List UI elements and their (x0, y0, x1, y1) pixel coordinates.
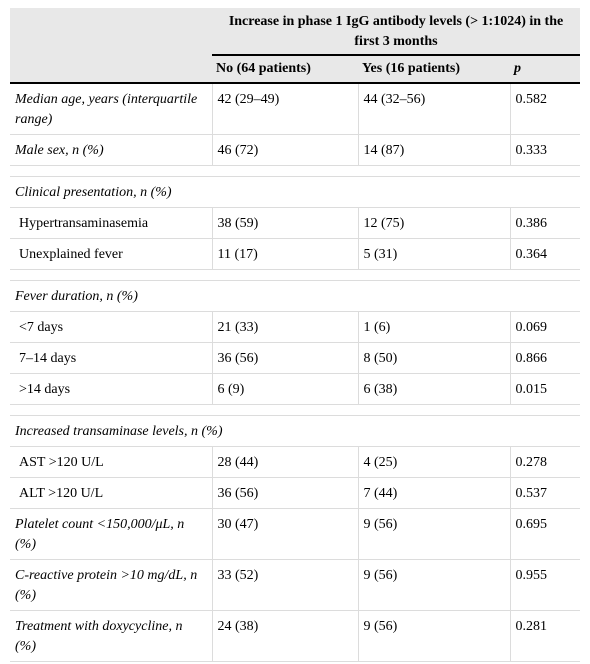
cell-no: 46 (72) (212, 134, 359, 166)
header-blank-2 (10, 55, 212, 84)
row-label: Platelet count <150,000/μL, n (%) (10, 508, 213, 560)
row-label: Hypertransaminasemia (10, 207, 213, 239)
cell-p: 0.386 (510, 207, 581, 239)
cell-yes: 1 (6) (358, 311, 511, 343)
row-label: Treatment with doxycycline, n (%) (10, 610, 213, 662)
row-label: C-reactive protein >10 mg/dL, n (%) (10, 559, 213, 611)
cell-yes: 9 (56) (358, 559, 511, 611)
results-table-container: Increase in phase 1 IgG antibody levels … (10, 8, 581, 662)
cell-p: 0.695 (510, 508, 581, 560)
cell-yes: 14 (87) (358, 134, 511, 166)
spacer-row (10, 269, 581, 281)
table-row: Platelet count <150,000/μL, n (%) 30 (47… (10, 508, 581, 560)
table-row: Median age, years (interquartile range) … (10, 83, 581, 135)
row-label: 7–14 days (10, 342, 213, 374)
cell-yes: 7 (44) (358, 477, 511, 509)
cell-p: 0.278 (510, 446, 581, 478)
cell-p: 0.537 (510, 477, 581, 509)
table-row: Hypertransaminasemia 38 (59) 12 (75) 0.3… (10, 207, 581, 239)
row-label: Median age, years (interquartile range) (10, 83, 213, 135)
cell-yes: 5 (31) (358, 238, 511, 270)
cell-yes: 6 (38) (358, 373, 511, 405)
table-body: Median age, years (interquartile range) … (10, 83, 581, 662)
cell-no: 38 (59) (212, 207, 359, 239)
section-label: Clinical presentation, n (%) (10, 176, 581, 208)
header-group-label: Increase in phase 1 IgG antibody levels … (212, 8, 581, 56)
cell-no: 24 (38) (212, 610, 359, 662)
row-label: <7 days (10, 311, 213, 343)
table-row: Treatment with doxycycline, n (%) 24 (38… (10, 610, 581, 662)
spacer-row (10, 404, 581, 416)
spacer-row (10, 165, 581, 177)
section-label: Increased transaminase levels, n (%) (10, 415, 581, 447)
cell-no: 36 (56) (212, 477, 359, 509)
header-col-p: p (510, 55, 581, 84)
cell-no: 33 (52) (212, 559, 359, 611)
table-row: C-reactive protein >10 mg/dL, n (%) 33 (… (10, 559, 581, 611)
table-row: 7–14 days 36 (56) 8 (50) 0.866 (10, 342, 581, 374)
table-row: <7 days 21 (33) 1 (6) 0.069 (10, 311, 581, 343)
row-label: Male sex, n (%) (10, 134, 213, 166)
cell-yes: 4 (25) (358, 446, 511, 478)
section-label: Fever duration, n (%) (10, 280, 581, 312)
cell-yes: 44 (32–56) (358, 83, 511, 135)
cell-p: 0.069 (510, 311, 581, 343)
cell-no: 36 (56) (212, 342, 359, 374)
cell-no: 6 (9) (212, 373, 359, 405)
cell-no: 21 (33) (212, 311, 359, 343)
results-table: Increase in phase 1 IgG antibody levels … (10, 8, 581, 662)
cell-p: 0.866 (510, 342, 581, 374)
cell-yes: 9 (56) (358, 610, 511, 662)
row-label: ALT >120 U/L (10, 477, 213, 509)
section-row: Clinical presentation, n (%) (10, 176, 581, 208)
section-row: Fever duration, n (%) (10, 280, 581, 312)
cell-p: 0.364 (510, 238, 581, 270)
cell-no: 42 (29–49) (212, 83, 359, 135)
cell-yes: 12 (75) (358, 207, 511, 239)
cell-no: 11 (17) (212, 238, 359, 270)
cell-p: 0.582 (510, 83, 581, 135)
row-label: Unexplained fever (10, 238, 213, 270)
table-row: AST >120 U/L 28 (44) 4 (25) 0.278 (10, 446, 581, 478)
cell-no: 28 (44) (212, 446, 359, 478)
cell-p: 0.015 (510, 373, 581, 405)
header-blank (10, 8, 212, 55)
table-header: Increase in phase 1 IgG antibody levels … (10, 8, 581, 84)
table-row: Unexplained fever 11 (17) 5 (31) 0.364 (10, 238, 581, 270)
row-label: >14 days (10, 373, 213, 405)
cell-yes: 9 (56) (358, 508, 511, 560)
table-row: ALT >120 U/L 36 (56) 7 (44) 0.537 (10, 477, 581, 509)
header-col-yes: Yes (16 patients) (358, 55, 510, 84)
section-row: Increased transaminase levels, n (%) (10, 415, 581, 447)
table-row: >14 days 6 (9) 6 (38) 0.015 (10, 373, 581, 405)
cell-yes: 8 (50) (358, 342, 511, 374)
cell-p: 0.955 (510, 559, 581, 611)
header-col-no: No (64 patients) (212, 55, 358, 84)
cell-p: 0.281 (510, 610, 581, 662)
row-label: AST >120 U/L (10, 446, 213, 478)
table-row: Male sex, n (%) 46 (72) 14 (87) 0.333 (10, 134, 581, 166)
cell-p: 0.333 (510, 134, 581, 166)
cell-no: 30 (47) (212, 508, 359, 560)
